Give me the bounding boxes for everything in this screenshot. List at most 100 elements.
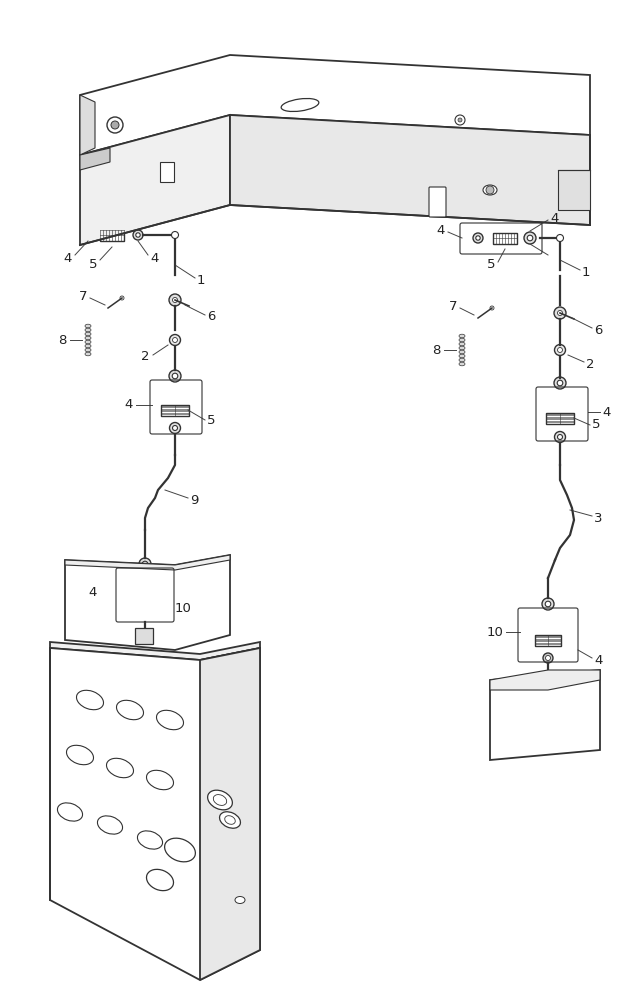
Text: 5: 5 [88,257,97,270]
Circle shape [473,233,483,243]
Text: 4: 4 [64,251,72,264]
Circle shape [173,298,178,302]
Circle shape [556,234,564,241]
Text: 8: 8 [433,344,441,357]
Circle shape [169,422,180,434]
Bar [546,412,574,424]
Ellipse shape [97,816,122,834]
Circle shape [85,232,91,238]
Circle shape [558,348,562,352]
Ellipse shape [213,795,227,805]
Polygon shape [80,148,110,170]
Circle shape [557,380,563,386]
Text: 5: 5 [486,258,495,271]
Circle shape [455,115,465,125]
Polygon shape [200,648,260,980]
Ellipse shape [281,98,319,112]
Circle shape [476,236,480,240]
Polygon shape [80,115,230,245]
Polygon shape [230,115,590,225]
Text: 5: 5 [592,418,600,432]
Ellipse shape [459,362,465,366]
Ellipse shape [85,332,91,336]
Circle shape [169,370,181,382]
Circle shape [554,377,566,389]
Polygon shape [490,670,600,760]
Ellipse shape [459,350,465,354]
Circle shape [558,434,562,440]
Text: 7: 7 [79,290,87,302]
Ellipse shape [459,334,465,338]
Ellipse shape [85,352,91,356]
Circle shape [490,306,494,310]
Ellipse shape [235,896,245,904]
Circle shape [140,612,150,622]
Bar [493,232,517,243]
Ellipse shape [146,770,173,790]
Text: 6: 6 [594,324,602,336]
Circle shape [554,432,565,442]
Circle shape [486,186,494,194]
Ellipse shape [106,758,133,778]
Text: 4: 4 [602,406,611,418]
Circle shape [554,307,566,319]
Text: 5: 5 [207,414,216,426]
Text: 1: 1 [582,265,591,278]
Bar [132,594,158,605]
Circle shape [171,232,178,238]
Text: 3: 3 [594,512,603,524]
Circle shape [554,344,565,356]
Circle shape [169,334,180,346]
Ellipse shape [85,336,91,340]
Ellipse shape [85,348,91,352]
Ellipse shape [137,831,162,849]
Text: 2: 2 [586,358,594,370]
Bar [535,635,561,646]
Text: 4: 4 [550,212,558,225]
Ellipse shape [85,344,91,348]
Text: 4: 4 [437,224,445,236]
Ellipse shape [459,338,465,342]
Ellipse shape [85,340,91,344]
Circle shape [458,118,462,122]
Circle shape [545,656,551,660]
Text: 4: 4 [594,654,602,666]
Polygon shape [80,55,590,155]
Circle shape [545,601,551,607]
Polygon shape [50,642,260,660]
Circle shape [136,233,140,237]
Polygon shape [80,95,95,155]
Circle shape [173,426,178,430]
Text: 4: 4 [150,251,158,264]
Ellipse shape [66,745,93,765]
Circle shape [173,338,178,342]
Text: 4: 4 [89,585,97,598]
Ellipse shape [225,816,235,824]
Circle shape [558,310,562,316]
Bar [558,170,590,210]
Ellipse shape [207,790,232,810]
Text: 9: 9 [190,493,198,506]
Circle shape [527,235,533,241]
Ellipse shape [459,354,465,358]
Circle shape [172,373,178,379]
Ellipse shape [117,700,144,720]
Text: 4: 4 [125,398,133,412]
Circle shape [142,614,147,619]
Ellipse shape [156,710,184,730]
Circle shape [133,230,143,240]
Circle shape [543,653,553,663]
Text: 2: 2 [142,351,150,363]
Circle shape [169,294,181,306]
Ellipse shape [146,869,173,891]
Text: 7: 7 [448,300,457,312]
Ellipse shape [220,812,240,828]
Bar [100,230,124,240]
Ellipse shape [483,185,497,195]
Ellipse shape [57,803,82,821]
Ellipse shape [459,342,465,346]
Text: 1: 1 [197,273,205,286]
Ellipse shape [459,346,465,350]
Bar [160,162,174,182]
Ellipse shape [459,358,465,362]
